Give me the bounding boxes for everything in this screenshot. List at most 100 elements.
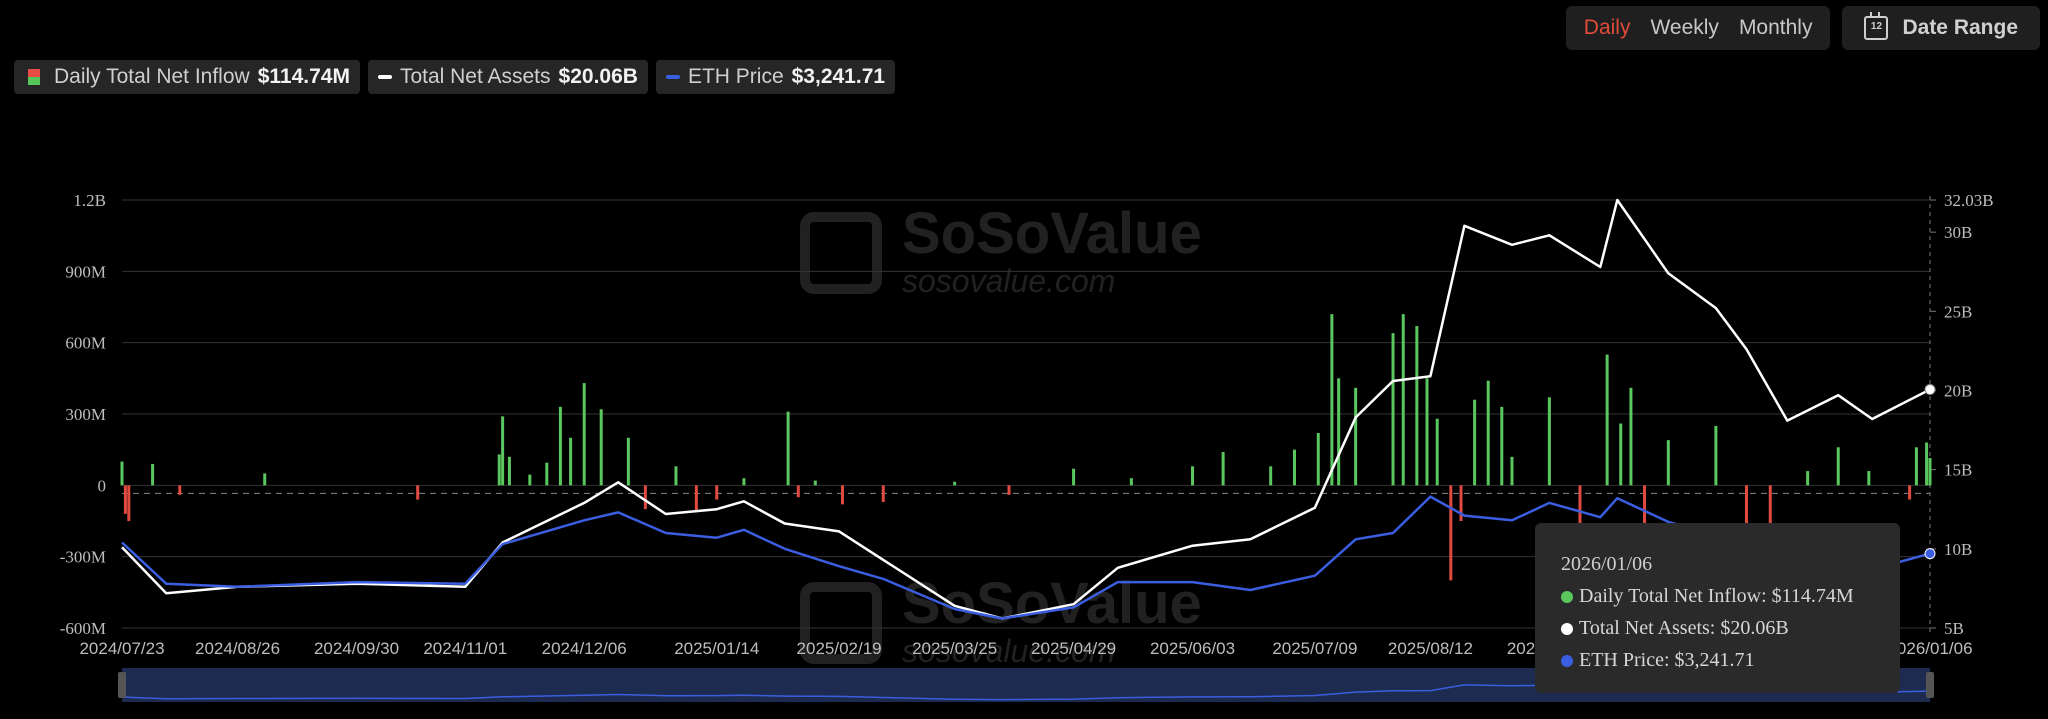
assets-line — [121, 198, 1931, 620]
sosovalue-logo-icon — [800, 211, 882, 294]
y-right-tick-label: 20B — [1944, 381, 1972, 400]
inflow-bar — [1391, 333, 1395, 486]
x-tick-label: 2025/04/29 — [1031, 639, 1116, 658]
y-right-tick-label: 32.03B — [1944, 191, 1994, 210]
y-left-tick-label: 300M — [65, 405, 106, 424]
left-axis-ticks: 1.2B 900M 600M 300M 0 -300M -600M — [60, 191, 106, 638]
period-daily-tab[interactable]: Daily — [1583, 16, 1631, 39]
inflow-bar — [881, 485, 885, 502]
inflow-bar — [263, 473, 267, 486]
eth-marker — [1924, 548, 1936, 560]
legend-eth[interactable]: ETH Price $3,241.71 — [655, 60, 896, 94]
watermark-top: SoSoValue sosovalue.com — [800, 205, 1202, 300]
y-left-tick-label: 600M — [65, 334, 106, 353]
inflow-bar — [813, 480, 817, 486]
inflow-bar — [1928, 458, 1932, 486]
inflow-bar — [1191, 466, 1195, 486]
inflow-bar — [120, 461, 124, 486]
inflow-bar — [1449, 485, 1453, 581]
calendar-icon: 12 — [1864, 12, 1889, 40]
inflow-bar — [501, 416, 505, 486]
inflow-bar — [742, 478, 746, 486]
y-right-tick-label: 10B — [1944, 540, 1972, 559]
inflow-bar — [497, 454, 501, 486]
inflow-bar — [786, 411, 790, 486]
inflow-bar — [1072, 468, 1076, 486]
inflow-bar — [1330, 314, 1334, 486]
date-range-button[interactable]: 12 Date Range — [1842, 6, 2040, 50]
inflow-bar — [1486, 380, 1490, 486]
inflow-bar — [1269, 466, 1273, 486]
inflow-bar — [507, 456, 511, 486]
legend-inflow[interactable]: Daily Total Net Inflow $114.74M — [14, 60, 360, 94]
inflow-bar — [1714, 425, 1718, 486]
legend-assets[interactable]: Total Net Assets $20.06B — [367, 60, 648, 94]
inflow-bar — [545, 462, 549, 486]
inflow-bar — [1316, 433, 1320, 486]
inflow-bar — [1629, 387, 1633, 486]
inflow-bar — [1401, 314, 1405, 486]
inflow-bar — [1221, 452, 1225, 486]
inflow-bar — [953, 481, 957, 486]
x-tick-label: 2025/02/19 — [797, 639, 882, 658]
inflow-bar — [127, 485, 131, 521]
inflow-bar — [178, 485, 182, 495]
legend-inflow-label: Daily Total Net Inflow — [54, 65, 250, 88]
inflow-bar — [582, 383, 586, 486]
inflow-bar — [715, 485, 719, 500]
period-weekly-tab[interactable]: Weekly — [1650, 16, 1719, 39]
blue-dot-icon — [1561, 654, 1573, 667]
tooltip-inflow: Daily Total Net Inflow: $114.74M — [1579, 585, 1854, 607]
x-tick-label: 2024/07/23 — [79, 639, 164, 658]
x-tick-label: 2024/08/26 — [195, 639, 280, 658]
inflow-bar — [1007, 485, 1011, 495]
inflow-bar — [1425, 378, 1429, 486]
x-tick-label: 2024/09/30 — [314, 639, 399, 658]
highlight-markers — [1924, 384, 1936, 560]
y-left-tick-label: 0 — [98, 476, 107, 495]
tooltip-row-inflow: Daily Total Net Inflow: $114.74M — [1561, 585, 1854, 608]
inflow-bar — [1473, 399, 1477, 486]
assets-marker — [1924, 384, 1936, 396]
tooltip-row-eth: ETH Price: $3,241.71 — [1561, 649, 1755, 672]
date-range-label: Date Range — [1902, 16, 2018, 39]
inflow-bar — [643, 485, 647, 510]
inflow-bar — [528, 474, 532, 486]
y-left-tick-label: -300M — [60, 548, 106, 567]
inflow-bar — [599, 409, 603, 486]
inflow-bar — [1925, 442, 1929, 486]
legend-assets-value: $20.06B — [558, 65, 638, 88]
inflow-bar — [1666, 440, 1670, 486]
legend-eth-label: ETH Price — [687, 65, 784, 88]
x-tick-label: 2024/12/06 — [542, 639, 627, 658]
inflow-bar — [1415, 326, 1419, 486]
right-axis-ticks: 32.03B 30B 25B 20B 15B 10B 5B — [1930, 191, 1994, 638]
watermark-url: sosovalue.com — [902, 633, 1116, 669]
x-tick-label: 2025/03/25 — [912, 639, 997, 658]
inflow-bar — [626, 437, 630, 486]
inflow-bar — [1435, 418, 1439, 486]
watermark-brand: SoSoValue — [902, 201, 1202, 266]
inflow-bar — [1337, 378, 1341, 486]
tooltip-eth: ETH Price: $3,241.71 — [1579, 649, 1755, 671]
legend-eth-value: $3,241.71 — [791, 65, 886, 88]
inflow-bar — [1292, 449, 1296, 486]
tooltip-row-assets: Total Net Assets: $20.06B — [1561, 617, 1789, 640]
watermark-url: sosovalue.com — [902, 263, 1116, 299]
inflow-bar — [1578, 485, 1582, 526]
tooltip-date: 2026/01/06 — [1561, 553, 1653, 575]
inflow-bar — [1806, 471, 1810, 486]
inflow-bar — [1354, 387, 1358, 486]
inflow-bar — [1643, 485, 1647, 533]
tooltip-assets: Total Net Assets: $20.06B — [1579, 617, 1789, 639]
period-monthly-tab[interactable]: Monthly — [1738, 16, 1813, 39]
inflow-bar — [1867, 471, 1871, 486]
y-right-tick-label: 25B — [1944, 302, 1972, 321]
legend-assets-label: Total Net Assets — [399, 65, 551, 88]
inflow-bar — [1908, 485, 1912, 500]
blue-line-swatch-icon — [665, 75, 680, 79]
inflow-bar — [1619, 423, 1623, 486]
sosovalue-logo-icon — [800, 581, 882, 664]
bar-swatch-icon — [28, 69, 40, 85]
x-tick-label: 2025/01/14 — [674, 639, 759, 658]
